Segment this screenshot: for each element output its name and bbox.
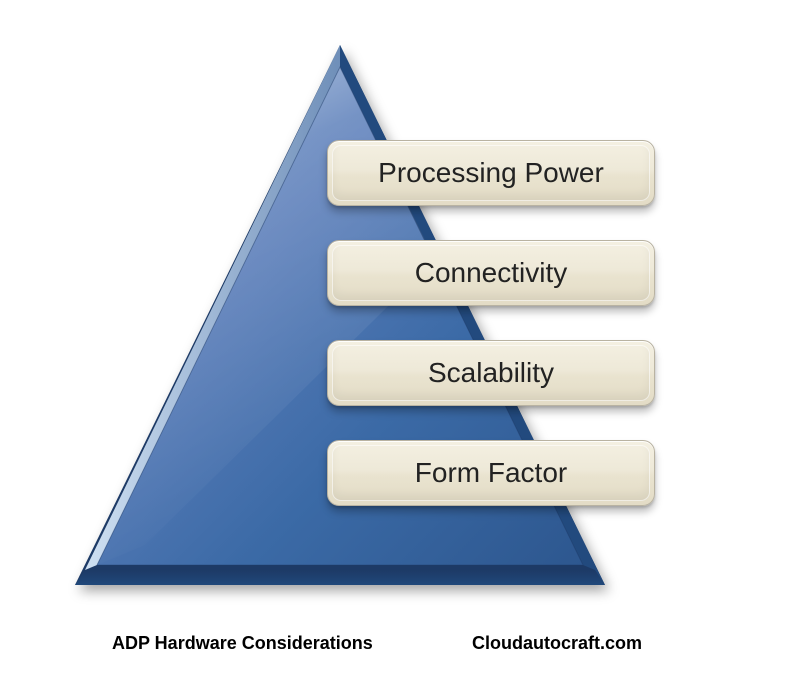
item-scalability: Scalability — [327, 340, 655, 406]
diagram-canvas: Processing Power Connectivity Scalabilit… — [0, 0, 800, 678]
item-form-factor: Form Factor — [327, 440, 655, 506]
caption-title: ADP Hardware Considerations — [112, 633, 373, 654]
caption-source: Cloudautocraft.com — [472, 633, 642, 654]
item-connectivity: Connectivity — [327, 240, 655, 306]
item-label: Connectivity — [415, 257, 568, 289]
item-label: Scalability — [428, 357, 554, 389]
item-processing-power: Processing Power — [327, 140, 655, 206]
pyramid-triangle — [75, 45, 605, 605]
item-label: Form Factor — [415, 457, 567, 489]
item-label: Processing Power — [378, 157, 604, 189]
